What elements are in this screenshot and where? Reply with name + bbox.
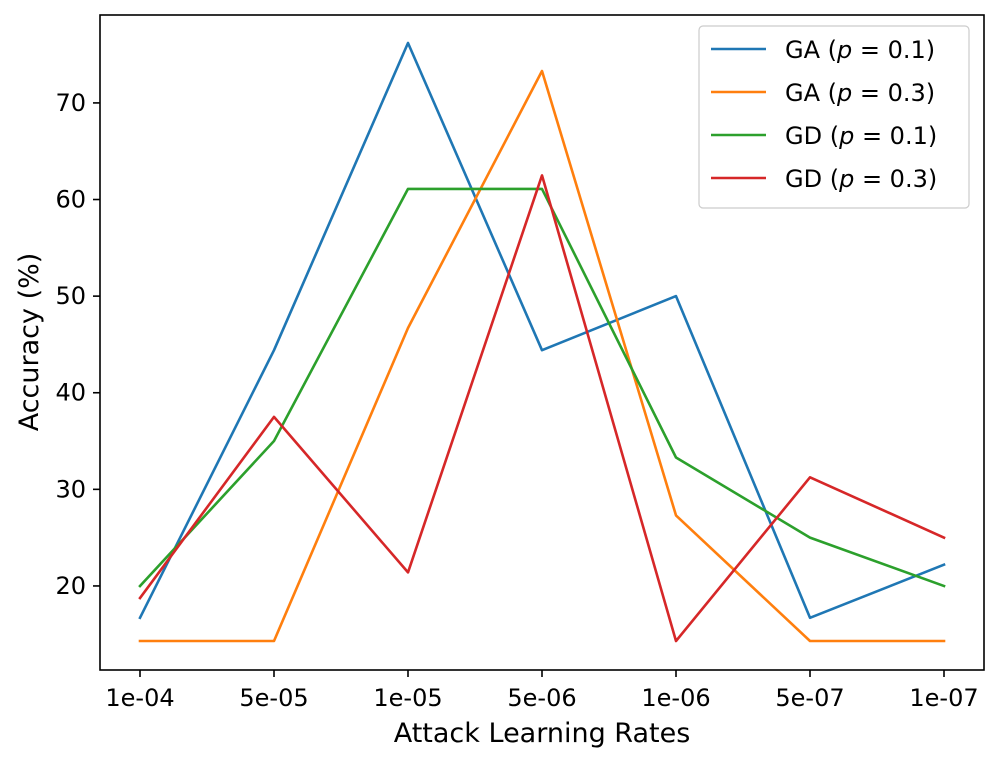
x-tick-label: 1e-06 [641, 684, 710, 712]
y-axis: 20 30 40 50 60 70 [55, 89, 100, 600]
legend-box [698, 25, 970, 209]
series-line-gd-2 [138, 187, 946, 588]
legend-label: GD (p = 0.1) [785, 122, 937, 150]
series-line-gd-3 [138, 174, 946, 643]
y-tick-label: 20 [55, 572, 86, 600]
legend-label: GD (p = 0.3) [785, 165, 937, 193]
y-tick-label: 30 [55, 475, 86, 503]
x-axis: 1e-04 5e-05 1e-05 5e-06 1e-06 5e-07 1e-07 [105, 670, 979, 712]
y-tick-label: 70 [55, 89, 86, 117]
series-layer [138, 41, 946, 643]
y-tick-label: 40 [55, 379, 86, 407]
legend-label: GA (p = 0.1) [785, 36, 935, 64]
y-tick-label: 60 [55, 186, 86, 214]
series-line-ga-0 [138, 41, 946, 620]
legend-label: GA (p = 0.3) [785, 79, 935, 107]
x-tick-label: 5e-06 [507, 684, 576, 712]
series-line-ga-1 [138, 69, 946, 643]
x-tick-label: 1e-04 [105, 684, 174, 712]
x-tick-label: 1e-07 [909, 684, 978, 712]
x-tick-label: 1e-05 [373, 684, 442, 712]
legend: GA (p = 0.1) GA (p = 0.3) GD (p = 0.1) GD (… [698, 25, 970, 209]
y-axis-label: Accuracy (%) [14, 253, 45, 432]
y-tick-label: 50 [55, 282, 86, 310]
x-axis-label: Attack Learning Rates [394, 718, 691, 749]
x-tick-label: 5e-07 [775, 684, 844, 712]
x-tick-label: 5e-05 [239, 684, 308, 712]
